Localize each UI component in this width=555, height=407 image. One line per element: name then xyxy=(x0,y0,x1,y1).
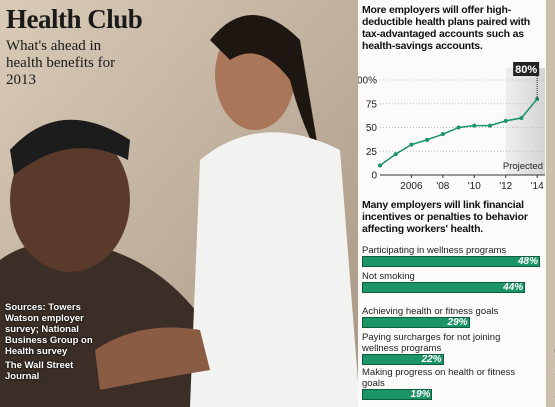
point xyxy=(440,132,445,137)
bar-value-label: 29% xyxy=(447,316,468,328)
chart-title: Many employers will link financial incen… xyxy=(362,199,528,235)
projected-area xyxy=(505,68,545,175)
y-tick-label: 100% xyxy=(358,76,377,87)
subtitle: What's ahead in health benefits for 2013 xyxy=(6,38,116,88)
projected-label: Projected xyxy=(503,161,543,172)
bar-label: Participating in wellness programs xyxy=(362,245,507,256)
publisher: The Wall Street Journal xyxy=(5,360,74,382)
y-tick-label: 0 xyxy=(371,171,377,182)
bar-label: Not smoking xyxy=(362,271,415,282)
bar xyxy=(362,282,526,293)
bar-value-label: 48% xyxy=(517,255,538,267)
point xyxy=(503,118,508,123)
y-tick-label: 50 xyxy=(366,123,378,134)
bar-label: Paying surcharges for not joining wellne… xyxy=(362,332,501,354)
point xyxy=(488,123,492,128)
bar-value-label: 19% xyxy=(410,388,431,400)
title: Health Club xyxy=(6,4,143,34)
point xyxy=(456,125,461,130)
point xyxy=(409,142,414,147)
bar-value-label: 22% xyxy=(421,353,442,365)
bar xyxy=(362,256,540,267)
bar xyxy=(362,317,470,328)
photo xyxy=(0,0,360,407)
x-tick-label: '12 xyxy=(499,181,512,192)
bar xyxy=(362,354,444,365)
annotation-box xyxy=(513,62,540,76)
bar-label: Making progress on health or fitness goa… xyxy=(362,367,516,389)
x-tick-label: 2006 xyxy=(400,181,423,192)
y-tick-label: 25 xyxy=(366,147,378,158)
sources: Sources: Towers Watson employer survey; … xyxy=(5,302,93,357)
x-tick-label: '14 xyxy=(531,181,544,192)
bar-value-label: 44% xyxy=(503,281,524,293)
point xyxy=(472,123,477,128)
x-tick-label: '10 xyxy=(468,181,481,192)
point xyxy=(378,163,382,168)
point xyxy=(519,116,524,120)
bar xyxy=(362,389,433,400)
annotation-label: 80% xyxy=(515,64,537,76)
point xyxy=(393,152,398,157)
point xyxy=(425,137,430,142)
bar-label: Achieving health or fitness goals xyxy=(362,306,499,317)
chart-title: More employers will offer high-deductibl… xyxy=(362,4,531,52)
line-chart: Projected 0 25 50 75 100% 2006 '08 '10 '12 '14 80% xyxy=(358,62,545,192)
x-tick-label: '08 xyxy=(436,181,449,192)
y-tick-label: 75 xyxy=(366,99,378,110)
